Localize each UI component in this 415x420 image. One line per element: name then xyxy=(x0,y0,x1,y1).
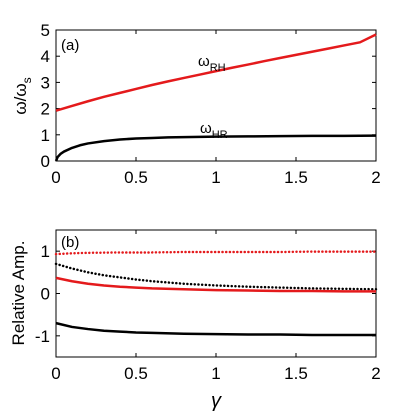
panel-0-xtick-label: 0 xyxy=(51,168,60,187)
panel-0-ytick-label: 3 xyxy=(41,73,50,92)
panel-1-xtick-label: 0.5 xyxy=(124,364,148,383)
panel-0-ylabel: ω/ωs xyxy=(11,77,34,114)
panel-0-series-1-line xyxy=(54,134,377,162)
panel-1-xlabel: γ xyxy=(211,390,222,412)
panel-0-ytick-label: 2 xyxy=(41,100,50,119)
panel-0-xtick-label: 0.5 xyxy=(124,168,148,187)
panel-0-series-0-label: ωRH xyxy=(198,53,226,74)
panel-0-xtick-label: 2 xyxy=(371,168,380,187)
panel-0-series-0-label-main: ω xyxy=(198,53,210,70)
panel-0-ytick-label: 1 xyxy=(41,126,50,145)
panel-1-xtick-label: 1 xyxy=(211,364,220,383)
panel-0-ytick-label: 5 xyxy=(41,21,50,40)
panel-0-label: (a) xyxy=(61,37,79,54)
panel-0-series-1-label: ωHR xyxy=(200,120,228,141)
panel-1-series-2-line xyxy=(55,276,376,293)
panel-1-xtick-label: 0 xyxy=(51,364,60,383)
panel-0-series-0-line xyxy=(55,33,377,112)
panel-1-axes-box xyxy=(55,229,377,358)
panel-0-ylabel-sub: s xyxy=(20,77,34,83)
panel-1-label: (b) xyxy=(61,234,79,251)
panel-0-xtick-label: 1 xyxy=(211,168,220,187)
panel-1-ytick-label: 1 xyxy=(41,242,50,261)
panel-0-series-1-label-main: ω xyxy=(200,120,212,137)
panel-0-ytick-label: 0 xyxy=(41,152,50,171)
panel-1-xtick-label: 2 xyxy=(371,364,380,383)
panel-1-ylabel: Relative Amp. xyxy=(9,241,28,346)
panel-1-ytick-label: -1 xyxy=(35,327,50,346)
panel-0-ylabel-main: ω/ω xyxy=(11,83,30,114)
panel-0-series-0-label-sub: RH xyxy=(210,62,226,74)
panel-0-ytick-label: 4 xyxy=(41,47,50,66)
panel-1-xtick-label: 1.5 xyxy=(284,364,308,383)
panel-1-series-0-line xyxy=(54,250,378,256)
panel-1-ytick-label: 0 xyxy=(41,285,50,304)
panel-1-series-3-line xyxy=(55,321,376,337)
panel-1-series-1-line xyxy=(54,262,378,291)
panel-0-xtick-label: 1.5 xyxy=(284,168,308,187)
panel-0-series-1-label-sub: HR xyxy=(212,129,228,141)
